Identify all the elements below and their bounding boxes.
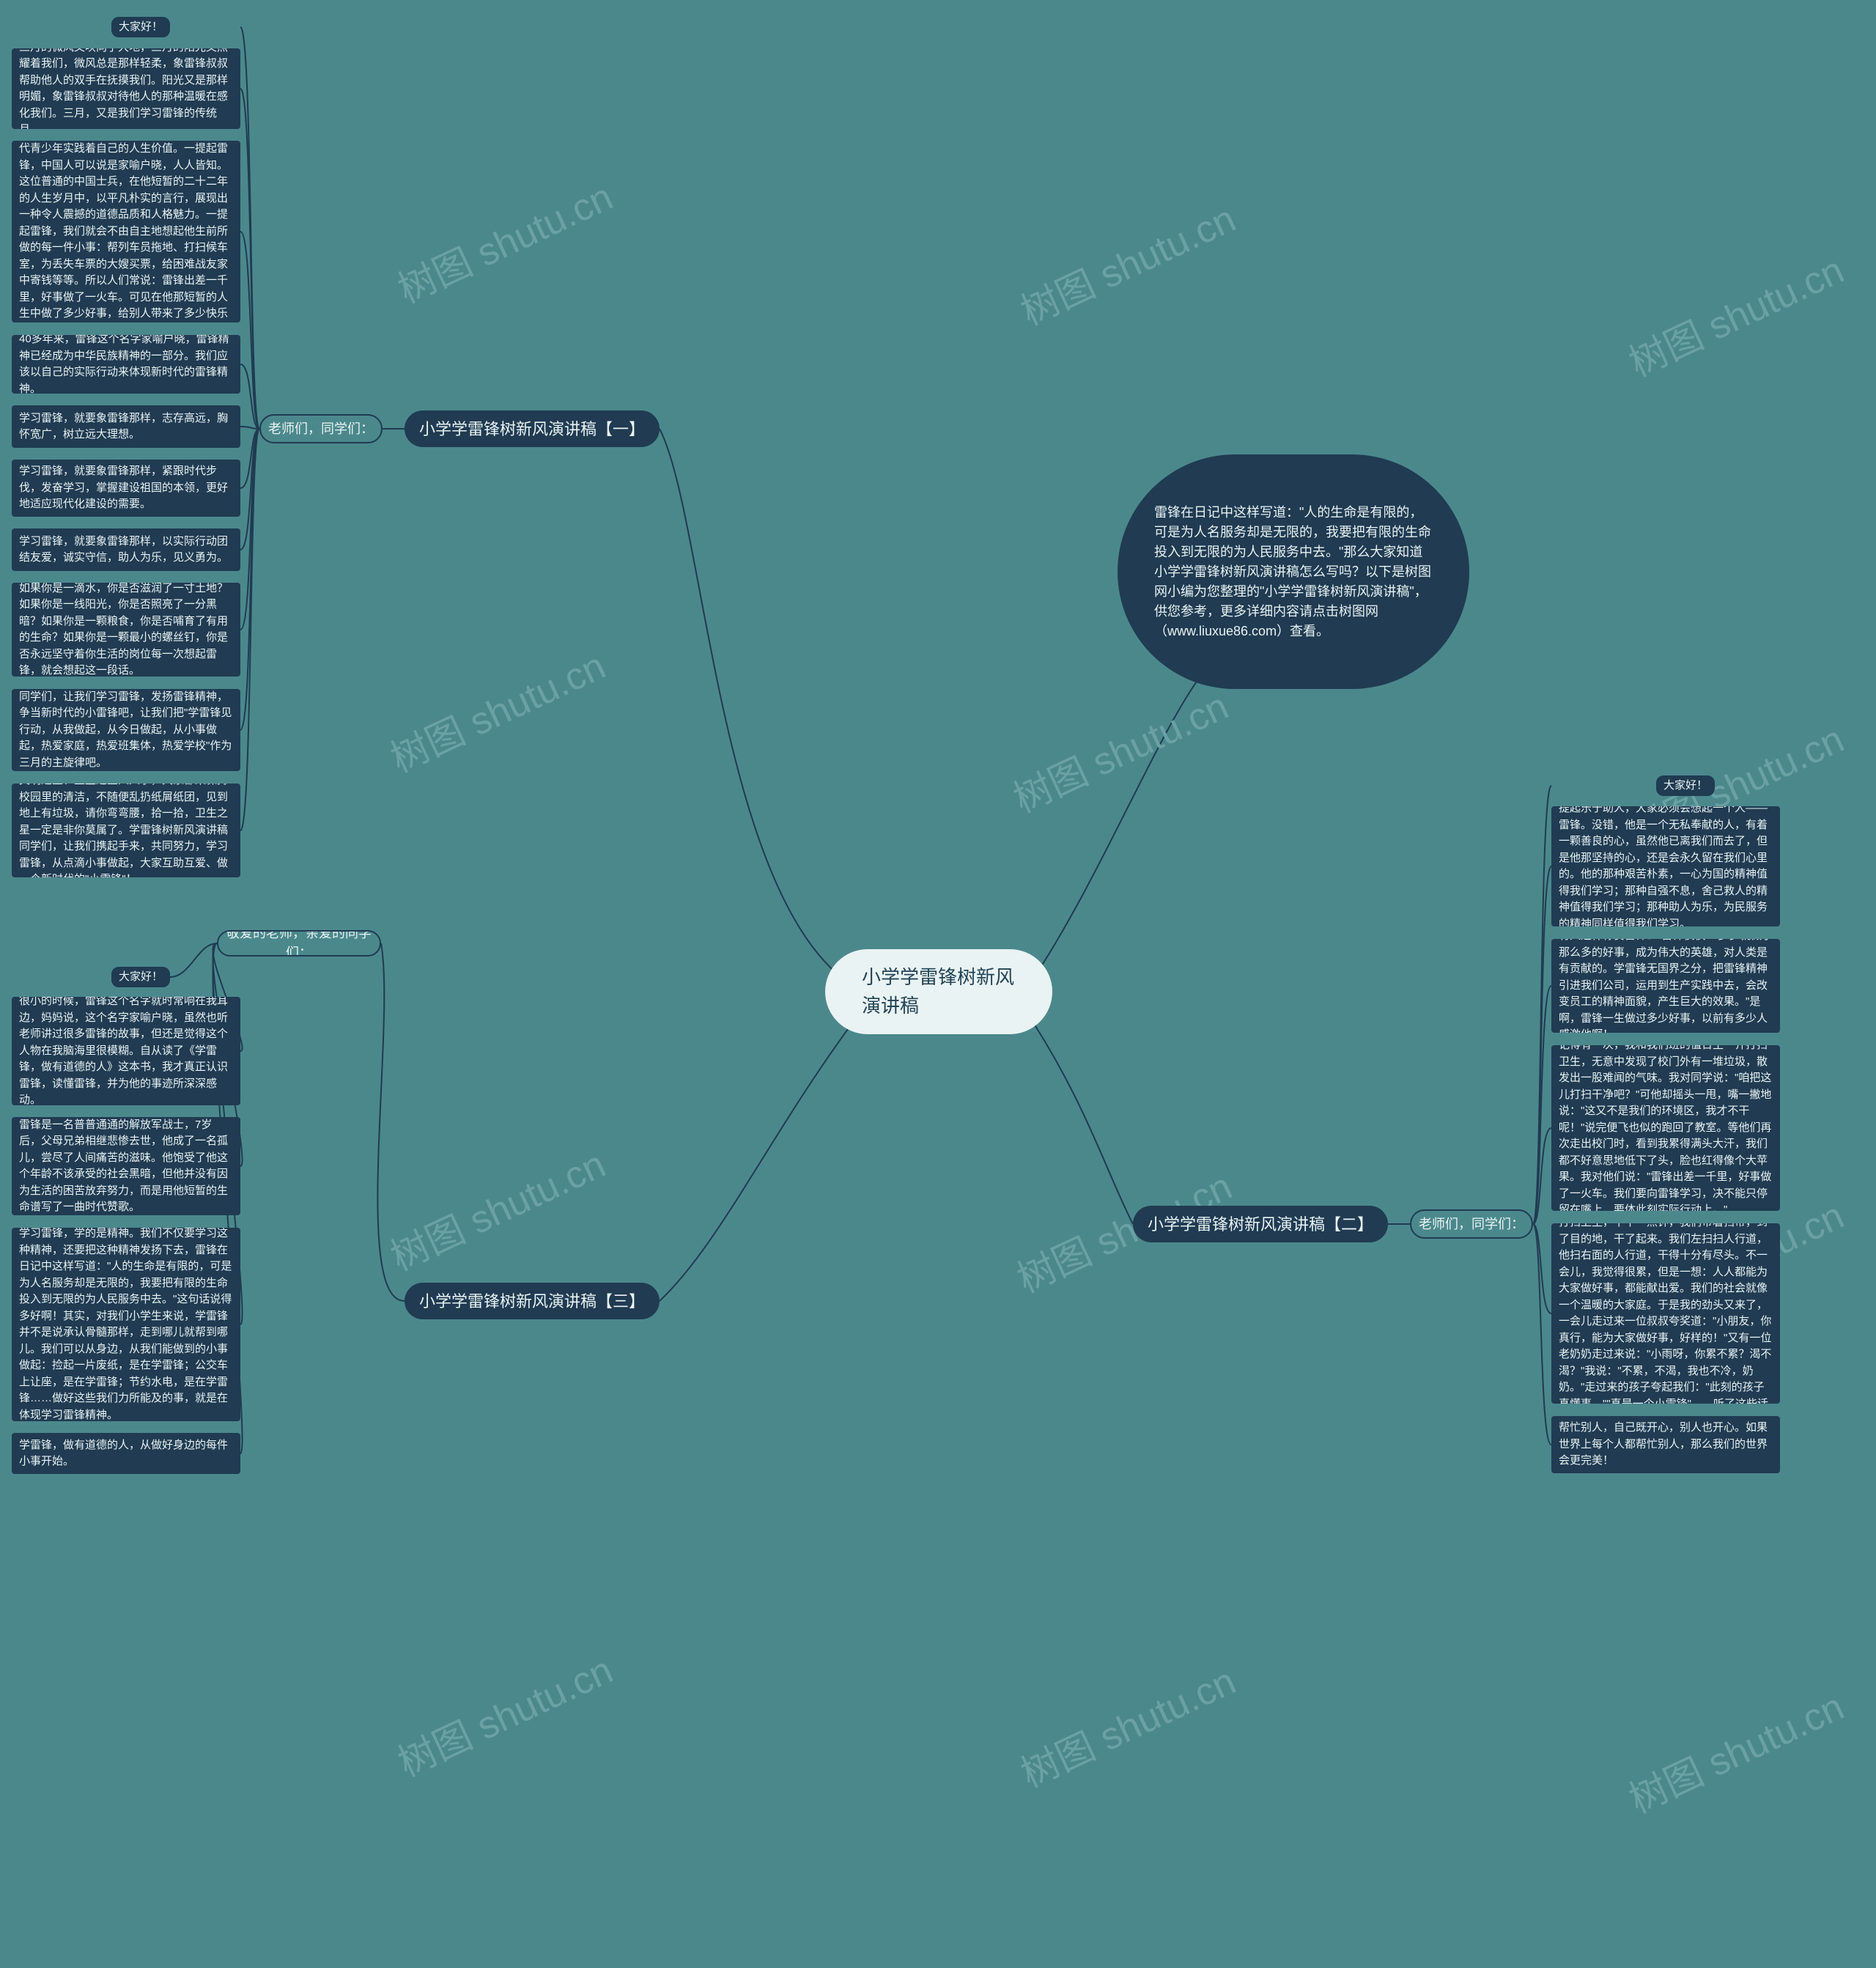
node-b2leaf5[interactable]: 帮忙别人，自己既开心，别人也开心。如果世界上每个人都帮忙别人，那么我们的世界会更… xyxy=(1551,1416,1780,1473)
node-label: 学习雷锋，就要象雷锋那样，紧跟时代步伐，发奋学习，掌握建设祖国的本领，更好地适应… xyxy=(19,463,233,513)
edge xyxy=(1026,1011,1133,1224)
node-label: 学习雷锋，就要象雷锋那样，志存高远，胸怀宽广，树立远大理想。 xyxy=(19,410,233,443)
node-b2leaf1[interactable]: 提起乐于助人，大家必须会想起一个人——雷锋。没错，他是一个无私奉献的人，有着一颗… xyxy=(1551,806,1780,926)
node-label: 小学学雷锋树新风演讲稿【三】 xyxy=(405,1289,660,1313)
edge xyxy=(660,1026,850,1301)
edge xyxy=(1533,786,1551,1224)
node-label: 很小的时候，雷锋这个名字就时常响在我耳边，妈妈说，这个名字家喻户晓，虽然也听老师… xyxy=(19,997,233,1105)
node-label: 学习雷锋，学的是精神。我们不仅要学习这种精神，还要把这种精神发扬下去，雷锋在日记… xyxy=(19,1228,233,1421)
watermark: 树图 shutu.cn xyxy=(1011,188,1243,336)
edge xyxy=(170,943,217,977)
node-label: 帮忙别人，自己既开心，别人也开心。如果世界上每个人都帮忙别人，那么我们的世界会更… xyxy=(1559,1420,1773,1470)
node-b2leaf0[interactable]: 大家好！ xyxy=(1656,775,1715,796)
edge xyxy=(1533,986,1551,1224)
watermark: 树图 shutu.cn xyxy=(1619,1676,1851,1824)
node-b1leaf6[interactable]: 学习雷锋，就要象雷锋那样，以实际行动团结友爱，诚实守信，助人为乐，见义勇为。 xyxy=(12,528,240,571)
node-b1leaf5[interactable]: 学习雷锋，就要象雷锋那样，紧跟时代步伐，发奋学习，掌握建设祖国的本领，更好地适应… xyxy=(12,460,240,517)
node-label: 三月的微风又吹向了大地，三月的阳光又照耀着我们，微风总是那样轻柔，象雷锋叔叔帮助… xyxy=(19,48,233,129)
node-label: 老师们，同学们： xyxy=(268,419,374,439)
node-label: 雷锋是一名普普通通的解放军战士，7岁后，父母兄弟相继悲惨去世，他成了一名孤儿，尝… xyxy=(19,1117,233,1215)
node-label: 老师们，同学们： xyxy=(1419,1215,1524,1234)
node-b2leaf4[interactable]: 记得还有一次，我和陈蕊约好，到大队门口打扫卫生，下午一点钟，我们带着扫帚，到了目… xyxy=(1551,1223,1780,1404)
node-b3leaf2[interactable]: 雷锋是一名普普通通的解放军战士，7岁后，父母兄弟相继悲惨去世，他成了一名孤儿，尝… xyxy=(12,1117,240,1215)
edge xyxy=(1533,1128,1551,1224)
edge xyxy=(240,364,259,429)
node-b1leaf8[interactable]: 同学们，让我们学习雷锋，发扬雷锋精神，争当新时代的小雷锋吧，让我们把"学雷锋见行… xyxy=(12,689,240,771)
edge xyxy=(1533,1224,1551,1445)
node-label: 记得还有一次，我和陈蕊约好，到大队门口打扫卫生，下午一点钟，我们带着扫帚，到了目… xyxy=(1559,1223,1773,1404)
node-b1[interactable]: 小学学雷锋树新风演讲稿【一】 xyxy=(405,410,660,447)
watermark: 树图 shutu.cn xyxy=(380,635,613,783)
node-b3leaf0[interactable]: 大家好！ xyxy=(111,967,170,987)
edge xyxy=(660,429,843,979)
watermark: 树图 shutu.cn xyxy=(380,1134,613,1281)
node-label: 学习雷锋，就要象雷锋那样，以实际行动团结友爱，诚实守信，助人为乐，见义勇为。 xyxy=(19,534,233,567)
node-b1l3[interactable]: 老师们，同学们： xyxy=(259,414,383,443)
watermark: 树图 shutu.cn xyxy=(388,1640,620,1787)
node-label: 大家好！ xyxy=(1656,778,1715,795)
node-central[interactable]: 小学学雷锋树新风演讲稿 xyxy=(825,949,1052,1034)
edge xyxy=(240,429,259,730)
edge xyxy=(240,429,259,830)
edge xyxy=(377,943,405,1301)
edge xyxy=(240,429,259,550)
edge xyxy=(240,429,259,488)
watermark: 树图 shutu.cn xyxy=(388,166,620,314)
node-b2leaf2[interactable]: 有人这样称赞雷锋："雷锋仅仅20多岁就做了那么多的好事，成为伟大的英雄，对人类是… xyxy=(1551,939,1780,1033)
node-intro[interactable]: 雷锋在日记中这样写道："人的生命是有限的，可是为人名服务却是无限的，我要把有限的… xyxy=(1118,454,1469,689)
node-label: 有人这样称赞雷锋："雷锋仅仅20多岁就做了那么多的好事，成为伟大的英雄，对人类是… xyxy=(1559,939,1773,1033)
watermark: 树图 shutu.cn xyxy=(1003,676,1236,823)
edge xyxy=(1533,1224,1551,1313)
node-label: 记得有一次，我和我们班的值日生一齐打扫卫生，无意中发现了校门外有一堆垃圾，散发出… xyxy=(1559,1045,1773,1211)
node-b3leaf4[interactable]: 学雷锋，做有道德的人，从做好身边的每件小事开始。 xyxy=(12,1433,240,1474)
node-b3l3[interactable]: 敬爱的老师，亲爱的同学们： xyxy=(217,930,381,957)
node-label: 几十年过去了，在雷锋精神的照耀下，一代代青少年实践着自己的人生价值。一提起雷锋，… xyxy=(19,141,233,323)
node-label: 小学学雷锋树新风演讲稿【二】 xyxy=(1133,1212,1388,1237)
edge xyxy=(240,89,259,429)
node-label: 学雷锋，做有道德的人，从做好身边的每件小事开始。 xyxy=(19,1437,233,1470)
node-label: 雷锋在日记中这样写道："人的生命是有限的，可是为人名服务却是无限的，我要把有限的… xyxy=(1154,503,1433,641)
node-b3[interactable]: 小学学雷锋树新风演讲稿【三】 xyxy=(405,1283,660,1319)
node-label: 同学们，让我们学习雷锋，发扬雷锋精神，争当新时代的小雷锋吧，让我们把"学雷锋见行… xyxy=(19,689,233,771)
edge xyxy=(240,27,259,429)
node-label: 小学学雷锋树新风演讲稿 xyxy=(862,963,1016,1020)
node-label: 大家好！ xyxy=(111,19,170,36)
watermark: 树图 shutu.cn xyxy=(1011,1651,1243,1798)
node-b1leaf0[interactable]: 大家好！ xyxy=(111,17,170,37)
node-label: 40多年来，雷锋这个名字家喻户晓，雷锋精神已经成为中华民族精神的一部分。我们应该… xyxy=(19,335,233,394)
node-b2[interactable]: 小学学雷锋树新风演讲稿【二】 xyxy=(1133,1206,1388,1242)
node-b1leaf1[interactable]: 三月的微风又吹向了大地，三月的阳光又照耀着我们，微风总是那样轻柔，象雷锋叔叔帮助… xyxy=(12,48,240,129)
node-b1leaf2[interactable]: 几十年过去了，在雷锋精神的照耀下，一代代青少年实践着自己的人生价值。一提起雷锋，… xyxy=(12,141,240,323)
node-b1leaf4[interactable]: 学习雷锋，就要象雷锋那样，志存高远，胸怀宽广，树立远大理想。 xyxy=(12,405,240,448)
mindmap-canvas: 树图 shutu.cn 树图 shutu.cn 树图 shutu.cn 树图 shut… xyxy=(0,0,1876,1968)
node-b1leaf7[interactable]: 如果你是一滴水，你是否滋润了一寸土地？如果你是一线阳光，你是否照亮了一分黑暗？如… xyxy=(12,583,240,677)
node-label: 大家好！ xyxy=(111,969,170,986)
edge xyxy=(240,429,259,630)
node-b3leaf1[interactable]: 很小的时候，雷锋这个名字就时常响在我耳边，妈妈说，这个名字家喻户晓，虽然也听老师… xyxy=(12,997,240,1105)
node-b1leaf9[interactable]: 文明之星、卫生之星人人争，大家都来保持校园里的清洁，不随便乱扔纸屑纸团，见到地上… xyxy=(12,784,240,877)
node-label: 文明之星、卫生之星人人争，大家都来保持校园里的清洁，不随便乱扔纸屑纸团，见到地上… xyxy=(19,784,233,877)
watermark: 树图 shutu.cn xyxy=(1619,240,1851,387)
node-label: 提起乐于助人，大家必须会想起一个人——雷锋。没错，他是一个无私奉献的人，有着一颗… xyxy=(1559,806,1773,926)
edge xyxy=(1033,674,1202,979)
edge xyxy=(1533,866,1551,1224)
node-label: 如果你是一滴水，你是否滋润了一寸土地？如果你是一线阳光，你是否照亮了一分黑暗？如… xyxy=(19,583,233,677)
edge xyxy=(240,232,259,429)
node-b2leaf3[interactable]: 记得有一次，我和我们班的值日生一齐打扫卫生，无意中发现了校门外有一堆垃圾，散发出… xyxy=(1551,1045,1780,1211)
node-label: 敬爱的老师，亲爱的同学们： xyxy=(218,930,380,957)
node-label: 小学学雷锋树新风演讲稿【一】 xyxy=(405,417,660,441)
node-b3leaf3[interactable]: 学习雷锋，学的是精神。我们不仅要学习这种精神，还要把这种精神发扬下去，雷锋在日记… xyxy=(12,1228,240,1421)
node-b2l3[interactable]: 老师们，同学们： xyxy=(1410,1209,1533,1239)
edge xyxy=(240,427,259,429)
node-b1leaf3[interactable]: 40多年来，雷锋这个名字家喻户晓，雷锋精神已经成为中华民族精神的一部分。我们应该… xyxy=(12,335,240,394)
